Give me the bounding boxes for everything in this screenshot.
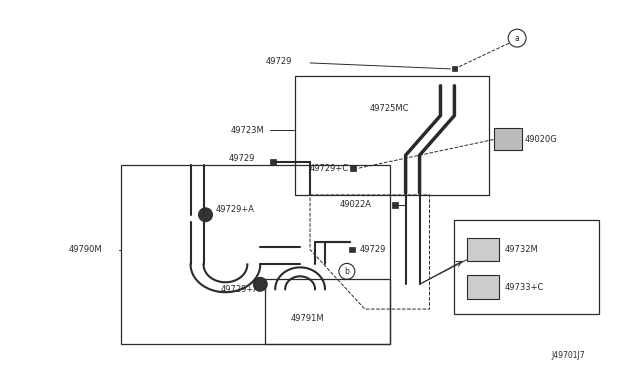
Bar [454, 220, 599, 314]
Bar [265, 279, 390, 344]
Text: 49729: 49729 [360, 245, 386, 254]
Text: J49701J7: J49701J7 [551, 351, 584, 360]
Text: b: b [344, 267, 349, 276]
Text: 49733+C: 49733+C [504, 283, 543, 292]
Bar [295, 76, 489, 195]
Bar [121, 165, 390, 344]
Bar [467, 238, 499, 262]
Text: 49729: 49729 [228, 154, 255, 163]
Text: 49725MC: 49725MC [370, 104, 410, 113]
Bar [350, 165, 356, 171]
Bar [467, 275, 499, 299]
Circle shape [198, 208, 212, 222]
Text: 49729+A: 49729+A [220, 285, 259, 294]
Text: 49729+A: 49729+A [216, 205, 255, 214]
Text: 49790M: 49790M [69, 245, 102, 254]
Text: a: a [515, 33, 520, 43]
Bar [270, 159, 276, 165]
Text: 49723M: 49723M [230, 126, 264, 135]
Text: 49729: 49729 [265, 57, 292, 67]
Text: 49022A: 49022A [340, 201, 372, 209]
Bar [392, 202, 397, 208]
Bar [494, 128, 522, 150]
Circle shape [253, 277, 268, 291]
Bar [349, 247, 355, 253]
Text: 49729+C: 49729+C [310, 164, 349, 173]
Bar [452, 66, 457, 71]
Text: 49020G: 49020G [525, 135, 558, 144]
Text: 49732M: 49732M [504, 245, 538, 254]
Text: 49791M: 49791M [290, 314, 324, 324]
